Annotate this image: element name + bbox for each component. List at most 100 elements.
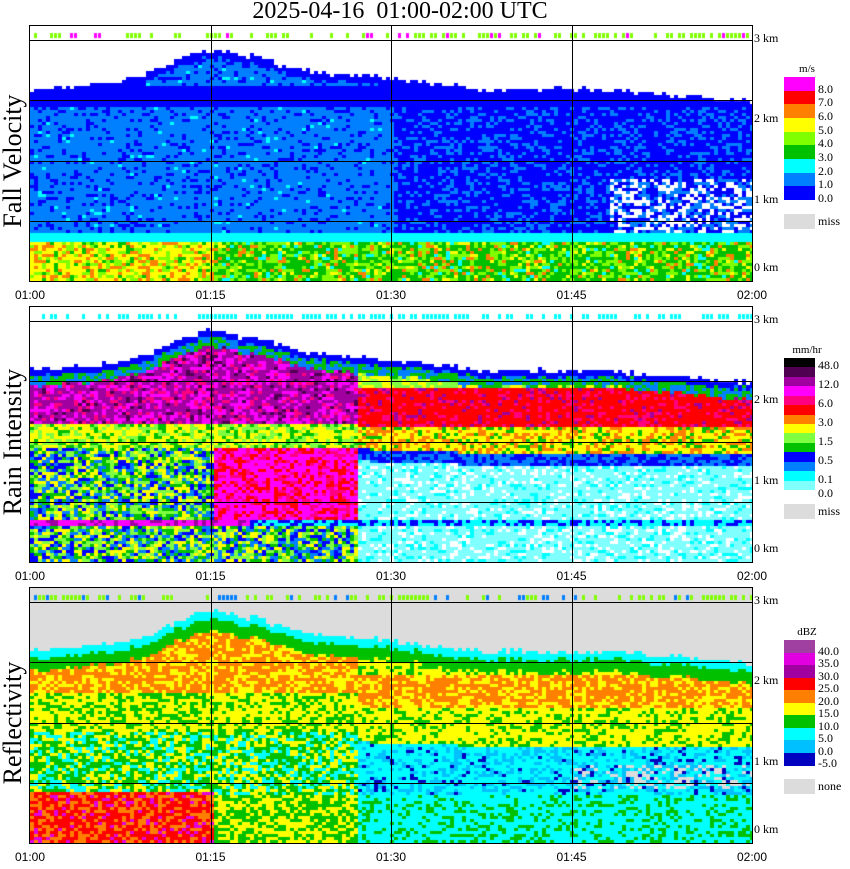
legend-label: 2.0 [818, 163, 833, 178]
legend-swatch [784, 358, 815, 368]
legend-swatch [784, 386, 815, 397]
legend-label: 35.0 [818, 656, 839, 670]
y-tick-label: 1 km [754, 472, 779, 487]
legend-swatch [784, 145, 815, 160]
legend-swatch [784, 424, 815, 434]
legend-label: 1.0 [818, 177, 833, 192]
legend-label: 8.0 [818, 81, 833, 96]
y-axis-label: Reflectivity [0, 661, 27, 785]
legend-unit: dBZ [797, 626, 817, 638]
legend-swatch [784, 690, 815, 703]
rain-intensity-plot [29, 306, 753, 563]
chart-title: 2025-04-16 01:00-02:00 UTC [252, 0, 548, 24]
legend-swatch [784, 677, 815, 691]
x-tick-label: 01:30 [375, 288, 407, 302]
x-tick-label: 01:30 [375, 850, 407, 864]
legend-label: 25.0 [818, 681, 839, 695]
legend-label: 48.0 [818, 358, 839, 373]
legend-label: 20.0 [818, 693, 839, 708]
grid-line-vertical [572, 307, 573, 562]
grid-line-horizontal [30, 100, 752, 101]
legend-label: 12.0 [818, 377, 839, 392]
x-tick-label: 02:00 [736, 569, 768, 583]
legend-swatch [784, 665, 815, 678]
y-tick-label: 2 km [754, 392, 779, 407]
y-tick-label: 2 km [754, 111, 779, 126]
grid-line-horizontal [30, 161, 752, 162]
y-tick-label: 3 km [754, 31, 779, 46]
legend-swatch [784, 172, 815, 187]
legend-label: 0.5 [818, 452, 833, 467]
legend-swatch [784, 480, 815, 491]
grid-line-vertical [391, 26, 392, 281]
x-tick-label: 01:00 [14, 850, 46, 864]
legend-swatch [784, 118, 815, 133]
legend-label: 3.0 [818, 150, 833, 164]
legend-label: -5.0 [818, 756, 837, 770]
y-tick-label: 0 km [754, 541, 779, 555]
legend-missing-label: miss [818, 504, 841, 518]
grid-line-vertical [391, 307, 392, 562]
legend-swatch [784, 405, 815, 416]
x-tick-label: 01:00 [14, 288, 46, 302]
grid-line-horizontal [30, 723, 752, 724]
reflectivity-plot [29, 587, 753, 844]
grid-line-vertical [572, 26, 573, 281]
x-tick-label: 01:15 [195, 850, 226, 864]
legend-swatch [784, 367, 815, 378]
legend-swatch [784, 433, 815, 444]
grid-line-horizontal [30, 321, 752, 322]
x-tick-label: 01:00 [14, 569, 46, 583]
grid-line-vertical [572, 588, 573, 843]
legend-label: 3.0 [818, 415, 833, 429]
x-tick-label: 01:15 [195, 288, 226, 302]
legend-swatch [784, 395, 815, 406]
legend-label: 1.5 [818, 433, 833, 448]
legend-unit: m/s [799, 63, 815, 75]
legend-swatch [784, 715, 815, 728]
grid-line-vertical [211, 26, 212, 281]
fall-velocity-plot [29, 25, 753, 282]
legend-swatch [784, 104, 815, 119]
legend-label: 30.0 [818, 668, 839, 683]
x-tick-label: 01:45 [556, 569, 587, 583]
fall-velocity-panel: Fall Velocity 0 km 1 km 2 km 3 km 01:00 01:15 0… [0, 25, 850, 307]
legend-label: 7.0 [818, 95, 833, 110]
legend-swatch [784, 442, 815, 453]
y-axis-label: Rain Intensity [0, 368, 27, 516]
rain-intensity-panel: Rain Intensity 0 km 1 km 2 km 3 km 01:00 01:15… [0, 306, 850, 588]
y-axis-label: Fall Velocity [0, 94, 27, 228]
legend-swatch [784, 727, 815, 741]
grid-line-vertical [211, 588, 212, 843]
legend-label: 10.0 [818, 718, 839, 733]
legend-swatch [784, 77, 815, 92]
grid-line-vertical [391, 588, 392, 843]
legend-swatch [784, 640, 815, 653]
grid-line-vertical [211, 307, 212, 562]
legend-swatch [784, 471, 815, 482]
legend-label: 0.1 [818, 471, 833, 486]
legend-label: 6.0 [818, 396, 833, 411]
grid-line-horizontal [30, 783, 752, 784]
x-tick-label: 01:15 [195, 569, 226, 583]
legend-swatch [784, 131, 815, 146]
x-tick-label: 01:45 [556, 288, 587, 302]
grid-line-horizontal [30, 442, 752, 443]
legend-label: 40.0 [818, 643, 839, 658]
y-tick-label: 3 km [754, 593, 779, 608]
legend-label: 0.0 [818, 191, 833, 205]
legend-swatch [784, 702, 815, 716]
x-tick-label: 01:30 [375, 569, 407, 583]
legend-swatch [784, 159, 815, 174]
legend-swatch [784, 452, 815, 463]
grid-line-horizontal [30, 502, 752, 503]
legend-swatch [784, 652, 815, 666]
grid-line-horizontal [30, 221, 752, 222]
legend-missing-label: none [818, 779, 842, 793]
legend-missing-label: miss [818, 214, 841, 228]
grid-line-horizontal [30, 602, 752, 603]
legend-missing-swatch [784, 214, 815, 229]
legend-label: 5.0 [818, 122, 833, 137]
legend-swatch [784, 90, 815, 105]
legend-label: 4.0 [818, 136, 833, 151]
